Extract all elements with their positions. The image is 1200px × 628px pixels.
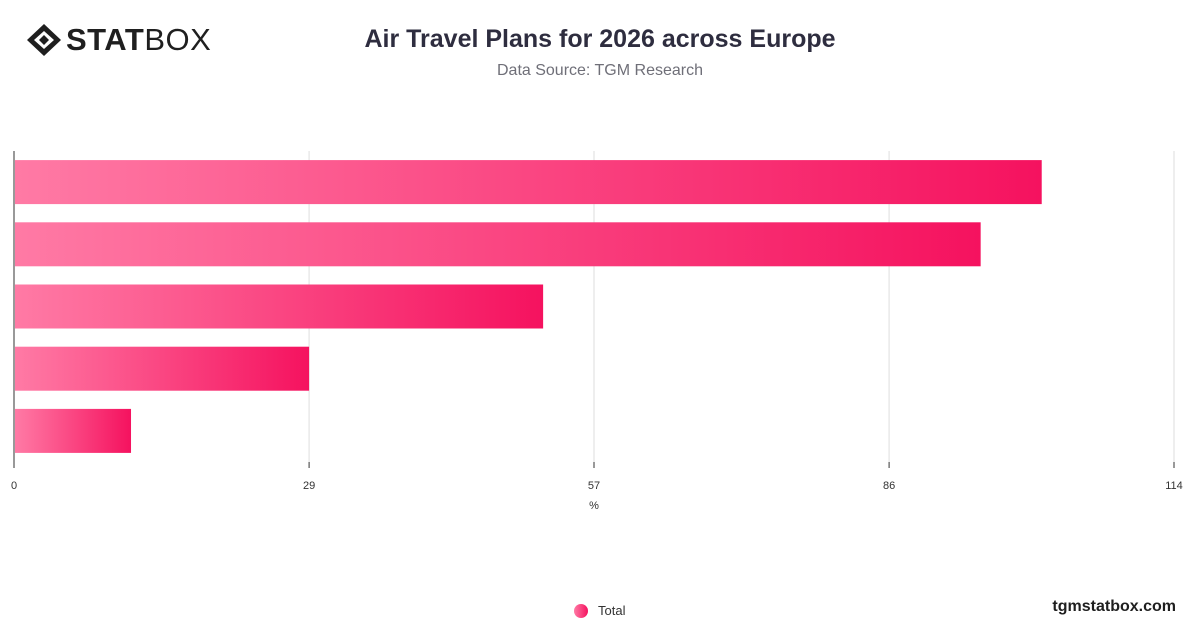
chart-subtitle: Data Source: TGM Research (496, 62, 703, 79)
bar-2[interactable] (15, 222, 981, 267)
bar-5[interactable] (15, 408, 132, 453)
legend-swatch-icon (574, 603, 588, 618)
x-tick-label-114: 114 (1165, 480, 1183, 492)
legend-label-total: Total (598, 603, 626, 618)
x-tick-label-0: 0 (11, 480, 17, 492)
bar-1[interactable] (15, 160, 1042, 205)
brand-logo: STATBOX (26, 22, 211, 58)
website-link[interactable]: tgmstatbox.com (1052, 598, 1176, 615)
bar-series-total (15, 160, 1042, 453)
x-tick-label-29: 29 (303, 480, 315, 492)
brand-wordmark: STATBOX (66, 22, 211, 58)
x-tick-label-57: 57 (588, 480, 600, 492)
legend[interactable]: Total (574, 603, 625, 618)
chart-title: Air Travel Plans for 2026 across Europe (364, 25, 836, 53)
x-tick-label-86: 86 (883, 480, 895, 492)
brand-wordmark-bold: STAT (66, 22, 145, 57)
diamond-logo-icon (27, 24, 61, 56)
x-axis-title: % (589, 500, 599, 512)
bar-4[interactable] (15, 346, 310, 391)
brand-wordmark-light: BOX (144, 22, 212, 57)
x-axis: 0 29 57 86 114% (11, 151, 1183, 512)
bar-3[interactable] (15, 284, 544, 329)
